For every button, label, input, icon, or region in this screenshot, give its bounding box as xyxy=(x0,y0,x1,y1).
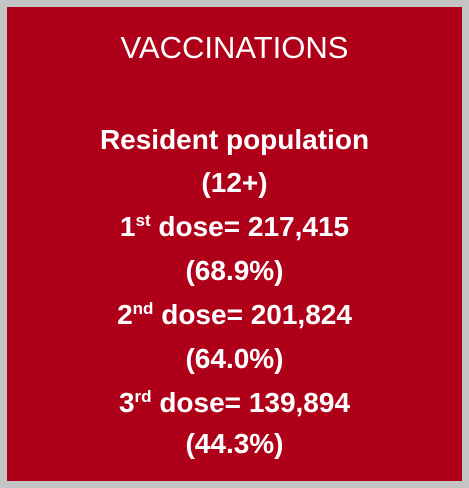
subtitle: Resident population xyxy=(99,124,370,155)
dose-count: 201,824 xyxy=(250,299,352,330)
dose-suffix: rd xyxy=(134,387,152,406)
dose-line: 3rd dose= 139,894 xyxy=(7,386,462,424)
dose-label: dose= xyxy=(159,387,242,418)
dose-label: dose= xyxy=(158,211,241,242)
dose-percent: (68.9%) xyxy=(185,255,284,286)
dose-ordinal: 3 xyxy=(118,387,135,418)
dose-count: 139,894 xyxy=(248,387,351,418)
vaccination-card: VACCINATIONS Resident population (12+) 1… xyxy=(7,7,462,481)
dose-ordinal: 1 xyxy=(119,211,136,242)
dose-ordinal: 2 xyxy=(117,299,133,330)
dose-count: 217,415 xyxy=(247,211,350,242)
dose-percent: (64.0%) xyxy=(185,343,284,374)
dose-line: 2nd dose= 201,824 xyxy=(7,298,462,336)
age-group: (12+) xyxy=(201,167,268,198)
dose-label: dose= xyxy=(161,299,243,330)
dose-suffix: nd xyxy=(132,299,154,318)
dose-percent: (44.3%) xyxy=(185,428,284,459)
card-title: VACCINATIONS xyxy=(120,30,349,65)
dose-suffix: st xyxy=(135,211,151,230)
dose-line: 1st dose= 217,415 xyxy=(7,210,462,248)
